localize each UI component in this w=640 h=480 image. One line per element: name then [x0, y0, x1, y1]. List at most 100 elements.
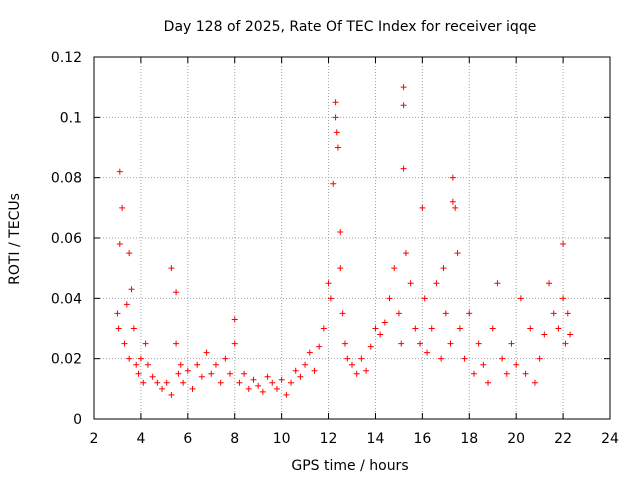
data-point — [126, 250, 133, 257]
x-tick-label: 24 — [601, 431, 619, 447]
data-point — [513, 361, 520, 368]
data-point — [395, 310, 402, 317]
data-point — [428, 325, 435, 332]
data-point — [536, 355, 543, 362]
data-point — [227, 370, 234, 377]
data-point — [316, 343, 323, 350]
data-point — [480, 361, 487, 368]
y-axis-label: ROTI / TECUs — [7, 193, 23, 285]
data-point — [325, 280, 332, 287]
data-point — [198, 373, 205, 380]
data-point — [353, 370, 360, 377]
data-point — [489, 325, 496, 332]
grid-lines — [94, 57, 610, 419]
data-point — [412, 325, 419, 332]
data-point — [154, 379, 161, 386]
y-tick-label: 0.12 — [51, 50, 82, 66]
data-point — [400, 165, 407, 172]
data-point — [555, 325, 562, 332]
data-point — [250, 376, 257, 383]
data-point — [449, 174, 456, 181]
data-point — [447, 340, 454, 347]
data-point — [541, 331, 548, 338]
data-point — [531, 379, 538, 386]
data-point — [367, 343, 374, 350]
data-point — [137, 355, 144, 362]
data-point — [358, 355, 365, 362]
data-point — [419, 204, 426, 211]
data-point — [149, 373, 156, 380]
data-point — [546, 280, 553, 287]
data-point — [208, 370, 215, 377]
data-point — [241, 370, 248, 377]
data-point — [372, 325, 379, 332]
data-point — [433, 280, 440, 287]
data-point — [391, 265, 398, 272]
data-point — [168, 265, 175, 272]
data-point — [142, 340, 149, 347]
data-point — [168, 391, 175, 398]
data-point — [442, 310, 449, 317]
y-tick-label: 0.1 — [60, 110, 82, 126]
data-point — [130, 325, 137, 332]
data-point — [121, 340, 128, 347]
data-point — [133, 361, 140, 368]
x-tick-label: 20 — [507, 431, 525, 447]
data-point — [203, 349, 210, 356]
x-tick-label: 4 — [136, 431, 145, 447]
data-point — [400, 102, 407, 109]
x-tick-label: 2 — [90, 431, 99, 447]
data-point — [327, 295, 334, 302]
data-point — [297, 373, 304, 380]
axes — [93, 56, 611, 420]
data-point — [302, 361, 309, 368]
data-point — [517, 295, 524, 302]
data-point — [135, 370, 142, 377]
data-point — [255, 382, 262, 389]
x-tick-label: 10 — [273, 431, 291, 447]
data-point — [332, 114, 339, 121]
data-point — [560, 241, 567, 248]
data-point — [283, 391, 290, 398]
data-point — [306, 349, 313, 356]
data-point — [231, 316, 238, 323]
data-point — [494, 280, 501, 287]
data-point — [278, 376, 285, 383]
data-point — [527, 325, 534, 332]
data-point — [344, 355, 351, 362]
data-point — [564, 310, 571, 317]
data-point — [311, 367, 318, 374]
data-point — [273, 385, 280, 392]
data-point — [222, 355, 229, 362]
data-point — [400, 84, 407, 91]
data-point — [454, 250, 461, 257]
data-point — [349, 361, 355, 368]
data-point — [194, 361, 201, 368]
data-point — [159, 385, 166, 392]
data-point — [140, 379, 147, 386]
x-axis-label: GPS time / hours — [291, 458, 408, 474]
data-point — [386, 295, 393, 302]
y-tick-label: 0.04 — [51, 291, 82, 307]
chart-title: Day 128 of 2025, Rate Of TEC Index for r… — [164, 19, 537, 35]
data-point — [123, 301, 130, 308]
x-tick-label: 6 — [183, 431, 192, 447]
data-point — [567, 331, 574, 338]
data-point — [407, 280, 414, 287]
x-tick-label: 22 — [554, 431, 572, 447]
data-point — [337, 265, 344, 272]
y-tick-label: 0.08 — [51, 171, 82, 187]
data-point — [461, 355, 468, 362]
data-points — [114, 84, 574, 398]
data-point — [337, 228, 344, 235]
data-point — [292, 367, 299, 374]
data-point — [264, 373, 271, 380]
data-point — [485, 379, 492, 386]
data-point — [175, 370, 182, 377]
data-point — [173, 340, 180, 347]
data-point — [377, 331, 384, 338]
data-point — [466, 310, 473, 317]
y-tick-label: 0.06 — [51, 231, 82, 247]
data-point — [320, 325, 327, 332]
data-point — [119, 204, 126, 211]
